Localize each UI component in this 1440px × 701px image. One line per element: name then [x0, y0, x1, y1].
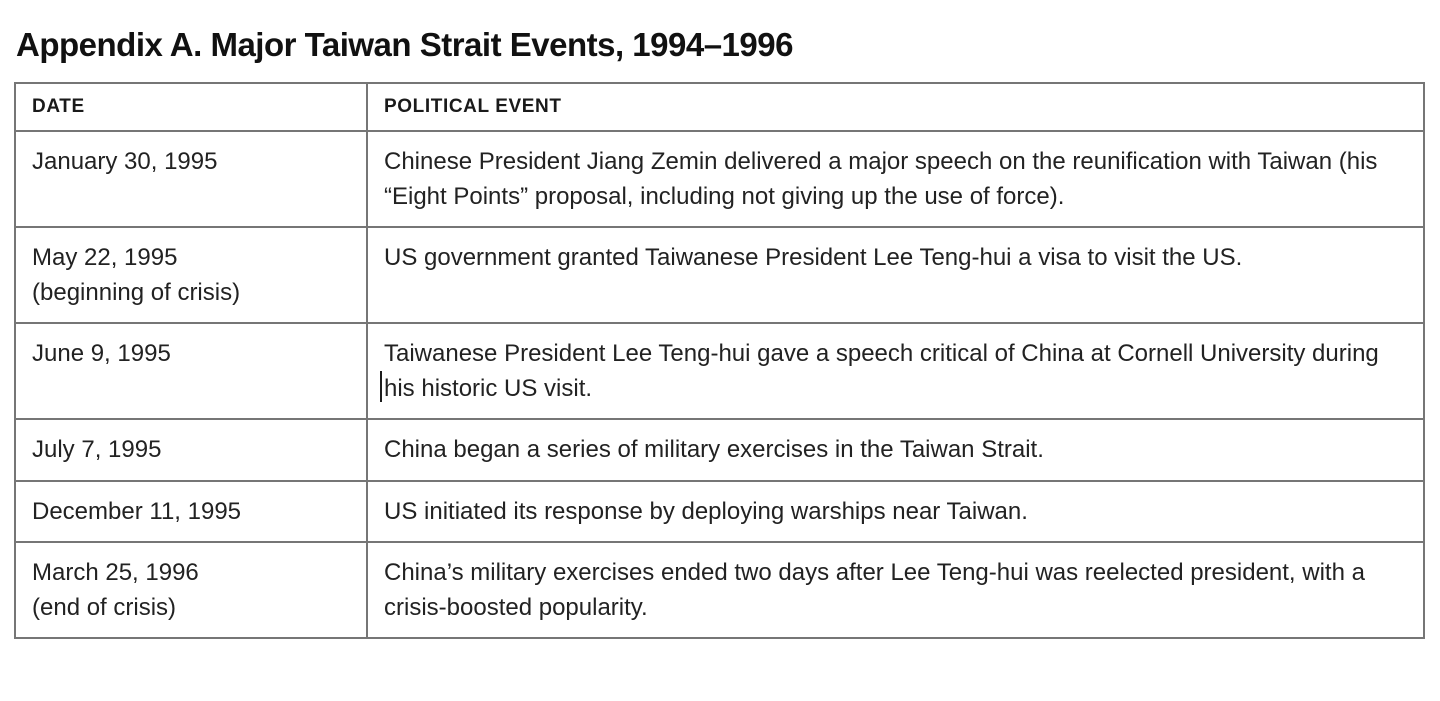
date-cell[interactable]: March 25, 1996 (end of crisis)	[14, 541, 368, 639]
event-cell[interactable]: China began a series of military exercis…	[366, 418, 1425, 482]
table-row: December 11, 1995 US initiated its respo…	[14, 480, 1425, 543]
event-cell[interactable]: US government granted Taiwanese Presiden…	[366, 226, 1425, 324]
date-cell[interactable]: December 11, 1995	[14, 480, 368, 543]
table-row: January 30, 1995 Chinese President Jiang…	[14, 130, 1425, 228]
event-text: US government granted Taiwanese Presiden…	[384, 244, 1243, 271]
date-cell[interactable]: May 22, 1995 (beginning of crisis)	[14, 226, 368, 324]
table-row: July 7, 1995 China began a series of mil…	[14, 418, 1425, 482]
date-text: June 9, 1995	[32, 340, 171, 367]
event-cell[interactable]: Taiwanese President Lee Teng-hui gave a …	[366, 322, 1425, 420]
event-text: US initiated its response by deploying w…	[384, 498, 1028, 525]
event-text: Taiwanese President Lee Teng-hui gave a …	[384, 340, 1379, 402]
event-cell[interactable]: US initiated its response by deploying w…	[366, 480, 1425, 543]
date-text: July 7, 1995	[32, 436, 162, 463]
event-cell[interactable]: China’s military exercises ended two day…	[366, 541, 1425, 639]
table-row: June 9, 1995 Taiwanese President Lee Ten…	[14, 322, 1425, 420]
table-header-row: DATE POLITICAL EVENT	[14, 82, 1425, 132]
event-text: Chinese President Jiang Zemin delivered …	[384, 148, 1378, 210]
date-text: January 30, 1995	[32, 148, 218, 175]
date-cell[interactable]: July 7, 1995	[14, 418, 368, 482]
date-text: May 22, 1995	[32, 244, 178, 271]
event-cell[interactable]: Chinese President Jiang Zemin delivered …	[366, 130, 1425, 228]
column-header-date: DATE	[14, 82, 368, 132]
date-text: December 11, 1995	[32, 498, 242, 525]
event-text: China’s military exercises ended two day…	[384, 559, 1365, 621]
event-text: China began a series of military exercis…	[384, 436, 1044, 463]
date-note: (end of crisis)	[32, 594, 177, 621]
table-row: March 25, 1996 (end of crisis) China’s m…	[14, 541, 1425, 639]
date-note: (beginning of crisis)	[32, 279, 241, 306]
table-row: May 22, 1995 (beginning of crisis) US go…	[14, 226, 1425, 324]
date-text: March 25, 1996	[32, 559, 199, 586]
page-title: Appendix A. Major Taiwan Strait Events, …	[16, 26, 793, 63]
date-cell[interactable]: June 9, 1995	[14, 322, 368, 420]
text-cursor-caret	[380, 371, 382, 402]
date-cell[interactable]: January 30, 1995	[14, 130, 368, 228]
events-table: DATE POLITICAL EVENT January 30, 1995 Ch…	[14, 82, 1425, 639]
column-header-political-event: POLITICAL EVENT	[366, 82, 1425, 132]
